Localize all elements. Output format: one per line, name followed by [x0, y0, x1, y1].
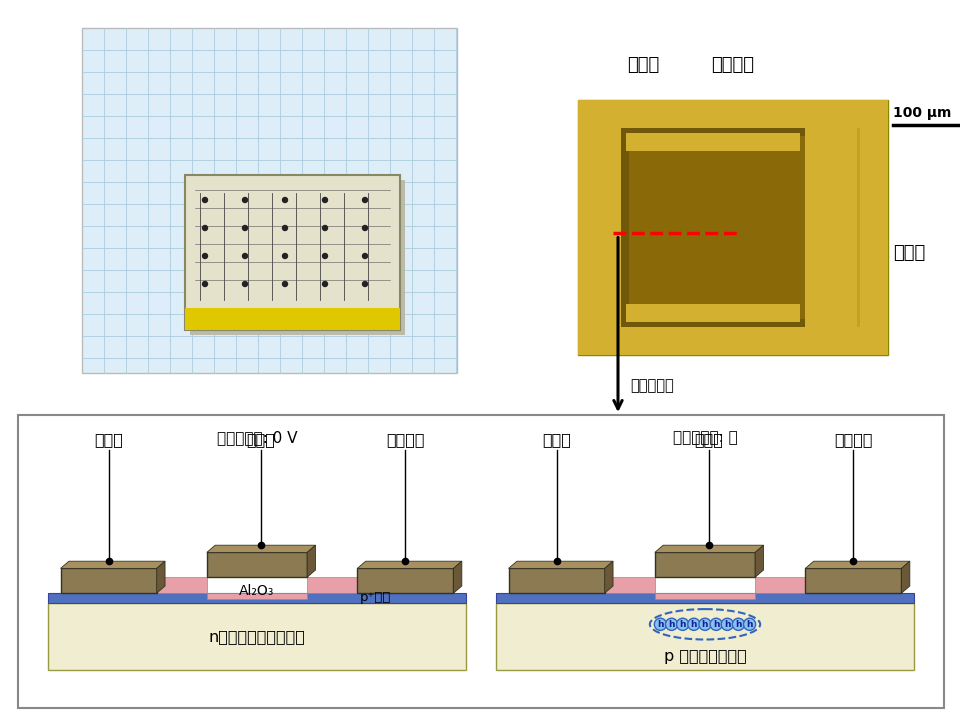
Text: ドレイン: ドレイン: [711, 56, 755, 74]
Polygon shape: [206, 593, 307, 599]
Circle shape: [323, 197, 327, 202]
Polygon shape: [60, 568, 156, 593]
FancyBboxPatch shape: [18, 415, 944, 708]
Circle shape: [732, 618, 745, 631]
Polygon shape: [206, 545, 316, 552]
Text: p チャネルの形成: p チャネルの形成: [663, 649, 746, 664]
Polygon shape: [756, 577, 805, 593]
Text: ゲート: ゲート: [695, 432, 724, 447]
Polygon shape: [357, 561, 462, 568]
Circle shape: [282, 253, 287, 258]
Circle shape: [203, 282, 207, 287]
Polygon shape: [156, 561, 165, 593]
FancyBboxPatch shape: [190, 180, 405, 335]
Polygon shape: [655, 545, 763, 552]
Polygon shape: [605, 577, 655, 593]
FancyBboxPatch shape: [578, 100, 888, 355]
Circle shape: [282, 197, 287, 202]
Text: p⁺型層: p⁺型層: [359, 590, 391, 603]
Circle shape: [323, 253, 327, 258]
FancyBboxPatch shape: [626, 133, 800, 151]
Circle shape: [282, 282, 287, 287]
FancyBboxPatch shape: [580, 102, 620, 353]
FancyBboxPatch shape: [860, 100, 888, 355]
Circle shape: [243, 225, 248, 230]
Polygon shape: [307, 545, 316, 577]
FancyBboxPatch shape: [185, 308, 400, 330]
FancyBboxPatch shape: [578, 327, 888, 355]
Circle shape: [203, 225, 207, 230]
Text: h: h: [724, 620, 731, 629]
Text: Al₂O₃: Al₂O₃: [239, 584, 275, 598]
FancyBboxPatch shape: [805, 128, 857, 327]
Polygon shape: [509, 561, 613, 568]
Polygon shape: [655, 552, 756, 577]
Text: 100 μm: 100 μm: [893, 106, 951, 120]
Text: h: h: [658, 620, 663, 629]
Circle shape: [243, 197, 248, 202]
Text: ドレイン: ドレイン: [834, 432, 873, 447]
Polygon shape: [496, 603, 914, 670]
Circle shape: [243, 253, 248, 258]
Circle shape: [203, 197, 207, 202]
Polygon shape: [756, 545, 763, 577]
Polygon shape: [156, 577, 206, 593]
Polygon shape: [60, 561, 165, 568]
Polygon shape: [307, 577, 357, 593]
Polygon shape: [805, 561, 910, 568]
Circle shape: [363, 282, 368, 287]
Text: ソース: ソース: [627, 56, 660, 74]
Polygon shape: [509, 568, 605, 593]
Polygon shape: [605, 561, 613, 593]
FancyBboxPatch shape: [578, 100, 888, 128]
FancyBboxPatch shape: [626, 304, 800, 322]
Circle shape: [677, 618, 688, 631]
Polygon shape: [805, 568, 901, 593]
Text: h: h: [735, 620, 742, 629]
Polygon shape: [48, 603, 466, 670]
Text: ゲート: ゲート: [893, 244, 925, 262]
FancyBboxPatch shape: [578, 100, 621, 355]
Circle shape: [323, 225, 327, 230]
Circle shape: [243, 282, 248, 287]
Circle shape: [203, 253, 207, 258]
Circle shape: [363, 197, 368, 202]
Text: h: h: [713, 620, 719, 629]
Text: ゲート電圧: 負: ゲート電圧: 負: [673, 430, 737, 445]
Text: h: h: [702, 620, 708, 629]
Circle shape: [743, 618, 756, 631]
FancyBboxPatch shape: [82, 28, 457, 373]
Circle shape: [363, 253, 368, 258]
FancyBboxPatch shape: [185, 175, 400, 330]
Circle shape: [699, 618, 711, 631]
Circle shape: [710, 618, 722, 631]
Text: h: h: [746, 620, 753, 629]
Circle shape: [687, 618, 700, 631]
Circle shape: [665, 618, 678, 631]
Polygon shape: [48, 593, 466, 603]
FancyBboxPatch shape: [629, 136, 805, 319]
Circle shape: [323, 282, 327, 287]
Polygon shape: [655, 593, 756, 599]
Text: h: h: [690, 620, 697, 629]
Text: n型ダイヤモンド薄膜: n型ダイヤモンド薄膜: [208, 629, 305, 644]
Polygon shape: [496, 593, 914, 603]
Circle shape: [721, 618, 733, 631]
Polygon shape: [453, 561, 462, 593]
Polygon shape: [901, 561, 910, 593]
Text: ソース: ソース: [542, 432, 571, 447]
Text: ソース: ソース: [94, 432, 123, 447]
Text: ゲート電圧: 0 V: ゲート電圧: 0 V: [217, 430, 298, 445]
Polygon shape: [206, 552, 307, 577]
Circle shape: [282, 225, 287, 230]
Text: ドレイン: ドレイン: [386, 432, 424, 447]
Circle shape: [363, 225, 368, 230]
Text: ゲート: ゲート: [247, 432, 276, 447]
Text: h: h: [668, 620, 675, 629]
Circle shape: [655, 618, 666, 631]
FancyBboxPatch shape: [621, 128, 805, 327]
Polygon shape: [357, 568, 453, 593]
Text: h: h: [680, 620, 686, 629]
Text: 断面模式図: 断面模式図: [630, 378, 674, 393]
